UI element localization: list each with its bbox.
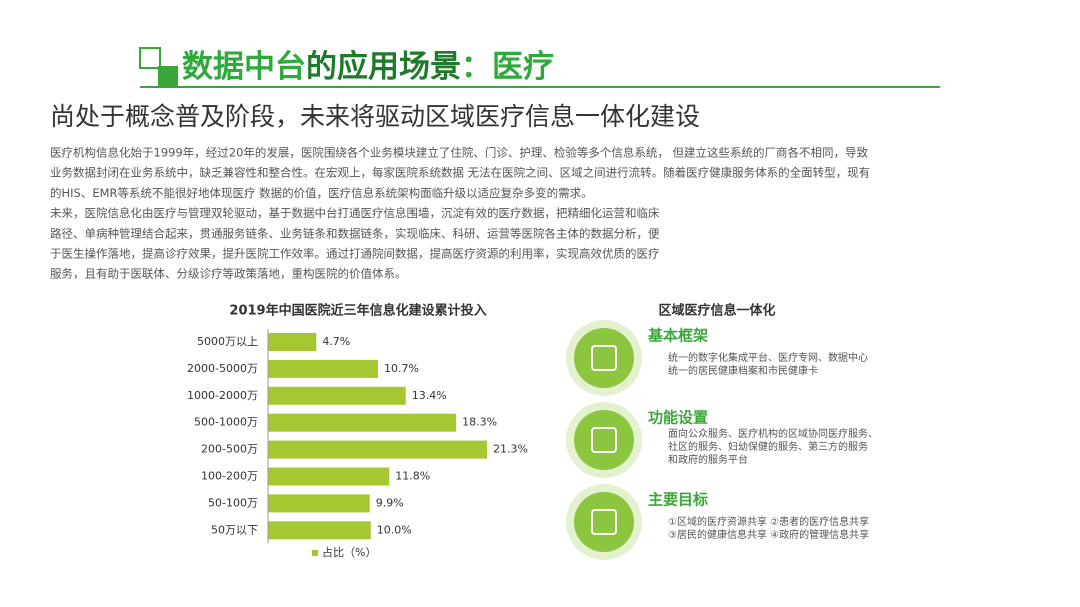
paragraph-line: 服务，且有助于医联体、分级诊疗等政策落地，重构医院的价值体系。 bbox=[50, 267, 407, 281]
item-title: 功能设置 bbox=[648, 409, 708, 427]
category-label: 5000万以上 bbox=[197, 335, 258, 348]
value-label: 9.9% bbox=[376, 496, 404, 509]
icon-circle bbox=[574, 328, 634, 388]
value-label: 11.8% bbox=[395, 470, 430, 483]
item-line: 社区的服务、妇幼保健的服务、第三方的服务 bbox=[668, 440, 868, 453]
paragraph-line: 业务数据封闭在业务系统中，缺乏兼容性和整合性。在宏观上，每家医院系统数据 无法在… bbox=[50, 166, 870, 180]
icon-square bbox=[158, 66, 178, 86]
item-title: 主要目标 bbox=[648, 491, 708, 509]
legend-label: 占比（%） bbox=[322, 545, 376, 559]
value-label: 4.7% bbox=[322, 335, 350, 348]
legend-swatch bbox=[312, 550, 318, 556]
category-label: 50万以下 bbox=[211, 523, 258, 536]
panel-title: 区域医疗信息一体化 bbox=[658, 303, 775, 319]
category-label: 2000-5000万 bbox=[187, 362, 258, 375]
title-part: ：医疗 bbox=[461, 49, 554, 85]
bar bbox=[268, 413, 457, 432]
item-line: 统一的数字化集成平台、医疗专网、数据中心 bbox=[668, 351, 868, 364]
title-part: 数据中台 bbox=[182, 49, 306, 85]
bar bbox=[268, 333, 317, 351]
bar bbox=[268, 440, 487, 459]
chart-title: 2019年中国医院近三年信息化建设累计投入 bbox=[229, 303, 486, 319]
item-line: ①区域的医疗资源共享 ②患者的医疗信息共享 bbox=[668, 515, 869, 528]
bar bbox=[268, 494, 370, 513]
value-label: 21.3% bbox=[493, 443, 528, 456]
paragraph-line: 的HIS、EMR等系统不能很好地体现医疗 数据的价值，医疗信息系统架构面临升级以… bbox=[50, 186, 593, 200]
bar bbox=[268, 359, 378, 378]
item-title: 基本框架 bbox=[647, 327, 708, 345]
item-line: 面向公众服务、医疗机构的区域协同医疗服务、 bbox=[668, 427, 878, 440]
paragraph-line: 未来，医院信息化由医疗与管理双轮驱动，基于数据中台打通医疗信息围墙，沉淀有效的医… bbox=[50, 206, 660, 220]
icon-glyph bbox=[591, 427, 617, 453]
icon-glyph bbox=[591, 509, 617, 535]
category-label: 500-1000万 bbox=[194, 416, 258, 429]
title: 数据中台的应用场景：医疗 bbox=[182, 49, 554, 85]
category-label: 100-200万 bbox=[201, 470, 258, 483]
bar bbox=[268, 467, 390, 486]
value-label: 13.4% bbox=[412, 389, 447, 402]
subtitle: 尚处于概念普及阶段，未来将驱动区域医疗信息一体化建设 bbox=[50, 102, 700, 131]
paragraph-line: 于医生操作落地，提高诊疗效果，提升医院工作效率。通过打通院间数据，提高医疗资源的… bbox=[50, 247, 660, 261]
title-part: 的应用场景 bbox=[306, 49, 461, 85]
value-label: 10.7% bbox=[384, 362, 419, 375]
item-line: 统一的居民健康档案和市民健康卡 bbox=[668, 364, 818, 377]
value-label: 10.0% bbox=[377, 523, 412, 536]
item-line: 和政府的服务平台 bbox=[668, 453, 748, 466]
icon-square bbox=[139, 47, 161, 69]
icon-circle bbox=[574, 492, 634, 552]
bar bbox=[268, 521, 371, 540]
icon-circle bbox=[574, 410, 634, 470]
paragraph-line: 路径、单病种管理结合起来，贯通服务链条、业务链条和数据链条，实现临床、科研、运营… bbox=[50, 226, 660, 240]
icon-glyph bbox=[591, 345, 617, 371]
value-label: 18.3% bbox=[462, 416, 497, 429]
category-label: 200-500万 bbox=[201, 443, 258, 456]
item-line: ③居民的健康信息共享 ④政府的管理信息共享 bbox=[668, 528, 869, 541]
bar bbox=[268, 386, 406, 405]
category-label: 50-100万 bbox=[208, 496, 258, 509]
paragraph-line: 医疗机构信息化始于1999年，经过20年的发展，医院围绕各个业务模块建立了住院、… bbox=[50, 146, 869, 160]
category-label: 1000-2000万 bbox=[187, 389, 258, 402]
